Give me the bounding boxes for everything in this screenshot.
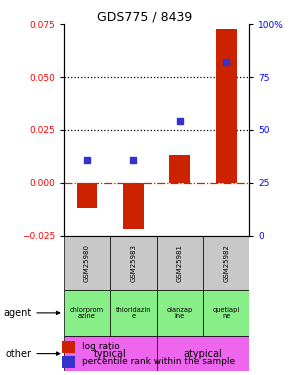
- Bar: [110, 290, 157, 336]
- Point: [131, 156, 136, 162]
- Text: thioridazin
e: thioridazin e: [116, 307, 151, 319]
- Text: typical: typical: [94, 349, 126, 358]
- Text: GSM25982: GSM25982: [223, 244, 229, 282]
- Bar: [110, 236, 157, 290]
- Bar: [216, 28, 237, 183]
- Text: GSM25980: GSM25980: [84, 244, 90, 282]
- Text: percentile rank within the sample: percentile rank within the sample: [82, 357, 235, 366]
- Bar: [203, 236, 249, 290]
- Bar: [203, 290, 249, 336]
- Bar: [64, 336, 157, 371]
- Text: GDS775 / 8439: GDS775 / 8439: [97, 10, 193, 23]
- Point: [177, 118, 182, 124]
- Bar: [62, 341, 75, 352]
- Bar: [157, 290, 203, 336]
- Text: olanzap
ine: olanzap ine: [167, 307, 193, 319]
- Text: GSM25981: GSM25981: [177, 244, 183, 282]
- Bar: [157, 336, 249, 371]
- Bar: [169, 155, 190, 183]
- Bar: [123, 183, 144, 229]
- Bar: [62, 356, 75, 368]
- Bar: [77, 183, 97, 208]
- Text: quetiapi
ne: quetiapi ne: [213, 307, 240, 319]
- Bar: [157, 236, 203, 290]
- Text: log ratio: log ratio: [82, 342, 120, 351]
- Bar: [64, 290, 110, 336]
- Text: other: other: [5, 349, 60, 358]
- Text: atypical: atypical: [184, 349, 222, 358]
- Bar: [64, 236, 110, 290]
- Text: chlorprom
azine: chlorprom azine: [70, 307, 104, 319]
- Point: [85, 156, 89, 162]
- Point: [224, 59, 229, 65]
- Text: agent: agent: [3, 308, 60, 318]
- Text: GSM25983: GSM25983: [130, 244, 136, 282]
